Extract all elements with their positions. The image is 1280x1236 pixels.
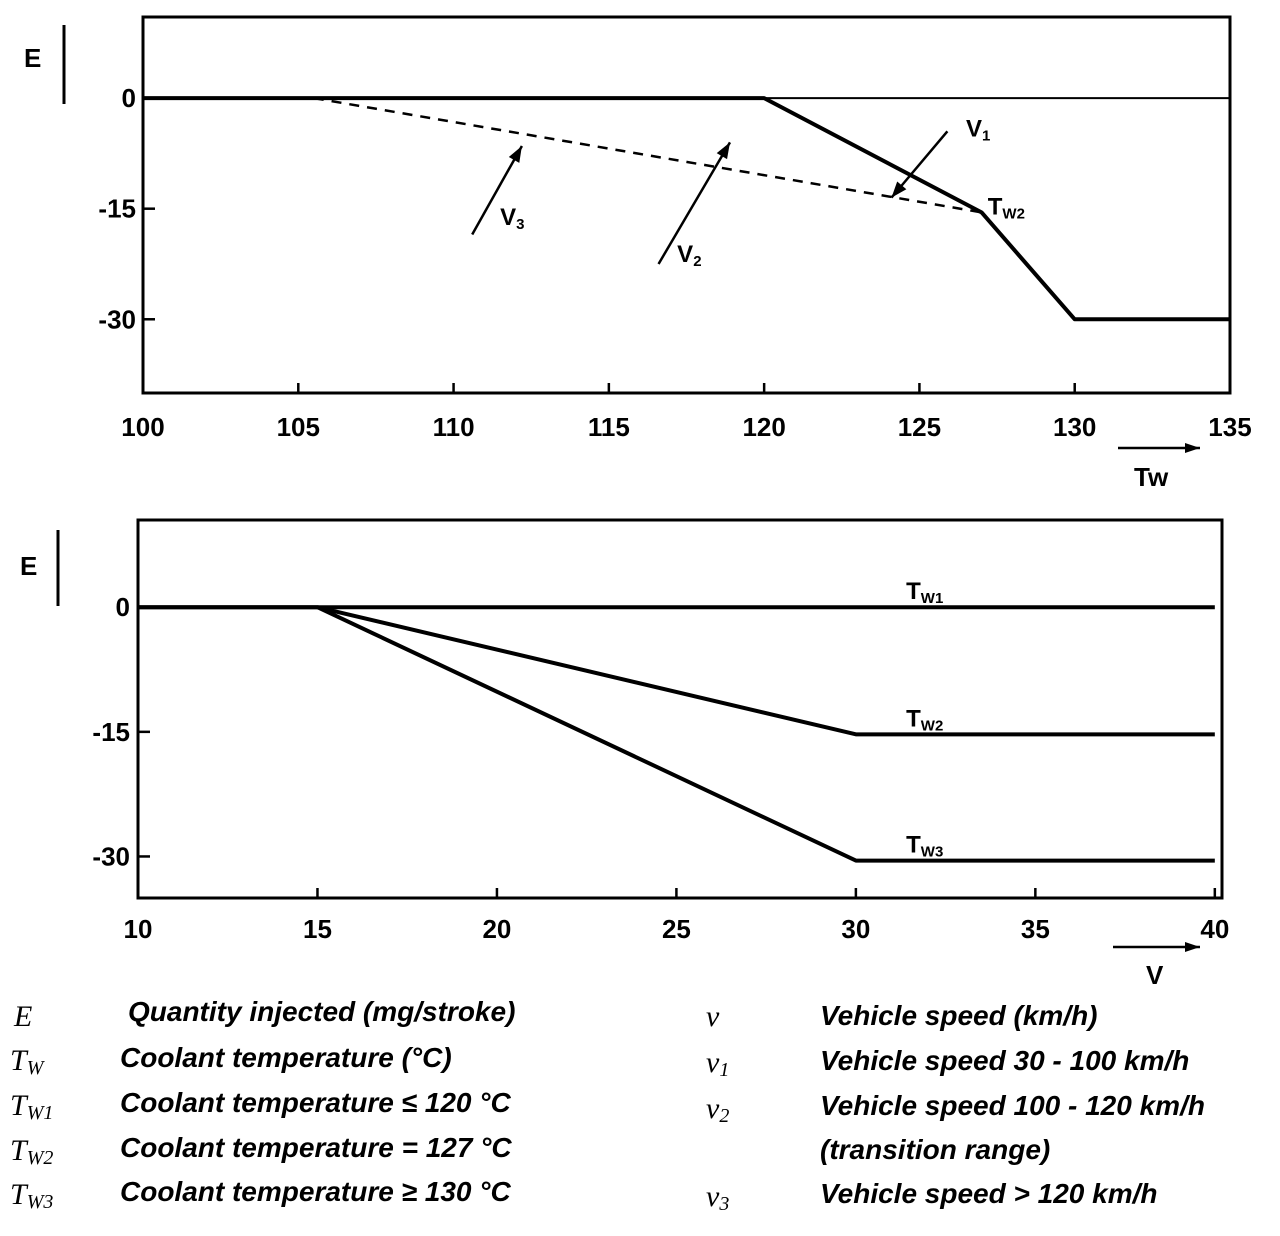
legend-left-1-text: Coolant temperature (°C) xyxy=(120,1042,452,1073)
y-tick-label: -15 xyxy=(98,194,136,224)
x-axis-arrow-head xyxy=(1185,443,1200,453)
legend-left-1-symbol: TW xyxy=(10,1044,44,1079)
speed-arrow-head xyxy=(508,146,522,163)
x-axis-label: Tw xyxy=(1134,462,1169,492)
x-tick-label: 105 xyxy=(277,412,320,442)
series-line-s0 xyxy=(143,96,1230,322)
x-tick-label: 20 xyxy=(482,914,511,944)
legend-right-0-text: Vehicle speed (km/h) xyxy=(820,1000,1098,1031)
x-tick-label: 125 xyxy=(898,412,941,442)
x-tick-label: 130 xyxy=(1053,412,1096,442)
speed-arrow-line xyxy=(471,145,523,236)
x-tick-label: 40 xyxy=(1200,914,1229,944)
legend-right-0-symbol: v xyxy=(706,1000,720,1033)
legend-right-1-text: Vehicle speed 30 - 100 km/h xyxy=(820,1045,1190,1076)
x-tick-label: 10 xyxy=(124,914,153,944)
x-tick-label: 120 xyxy=(742,412,785,442)
y-axis-label: E xyxy=(24,43,41,73)
legend-right-2-symbol: v2 xyxy=(706,1092,730,1127)
annotation-v3: V3 xyxy=(500,204,524,233)
legend-left-0-text: Quantity injected (mg/stroke) xyxy=(128,996,516,1027)
legend-right-4-text: Vehicle speed > 120 km/h xyxy=(820,1178,1158,1209)
x-tick-label: 110 xyxy=(433,412,475,442)
chart-vehicle-speed: E V 10 15 20 25 30 35 40 0 -15 -30 TW1 TW2 TW3 xyxy=(20,518,1229,990)
figure: E Tw 100 105 110 115 120 125 130 135 0-15-30 V1… xyxy=(20,15,1252,990)
x-tick-label: 135 xyxy=(1208,412,1251,442)
legend-right-2-text: Vehicle speed 100 - 120 km/h xyxy=(820,1090,1205,1121)
y-tick-label: 0 xyxy=(122,83,136,113)
legend-left-2-symbol: TW1 xyxy=(10,1089,54,1124)
chart-coolant-temperature: E Tw 100 105 110 115 120 125 130 135 0 -15 -30 V1… xyxy=(24,15,1252,492)
series-line-tw3 xyxy=(316,605,1215,863)
legend-left-4-symbol: TW3 xyxy=(10,1178,54,1213)
series-label-tw1: TW1 xyxy=(906,578,943,607)
legend-right-1-symbol: v1 xyxy=(706,1046,730,1081)
x-tick-label: 100 xyxy=(121,412,164,442)
speed-arrow-line xyxy=(657,141,732,265)
x-axis-arrow-head xyxy=(1185,942,1200,952)
plot-frame xyxy=(136,518,1224,900)
y-tick-label: -30 xyxy=(92,841,130,871)
y-axis-label: E xyxy=(20,551,37,581)
legend-left-0: E xyxy=(14,1000,33,1033)
legend-left-4-text: Coolant temperature ≥ 130 °C xyxy=(120,1176,511,1207)
annotation-tw2: TW2 xyxy=(988,194,1025,223)
legend-left-3-symbol: TW2 xyxy=(10,1134,54,1169)
speed-arrow-head xyxy=(716,142,730,160)
series-label-tw2: TW2 xyxy=(906,705,943,734)
legend-right-4-symbol: v3 xyxy=(706,1180,730,1215)
legend: E Quantity injected (mg/stroke) TW Coola… xyxy=(0,990,1280,1230)
y-tick-label: -15 xyxy=(92,717,130,747)
series-label-tw3: TW3 xyxy=(906,832,943,861)
y-tick-label: 0 xyxy=(116,592,130,622)
x-tick-label: 30 xyxy=(841,914,870,944)
speed-arrow-head xyxy=(891,181,907,198)
x-tick-label: 15 xyxy=(303,914,332,944)
series-line-s1 xyxy=(313,96,982,214)
series-line-tw2 xyxy=(138,605,1215,737)
annotation-v1: V1 xyxy=(966,116,990,145)
x-axis-label: V xyxy=(1146,960,1164,990)
plot-frame xyxy=(141,15,1232,395)
x-tick-label: 35 xyxy=(1021,914,1050,944)
legend-left-3-text: Coolant temperature = 127 °C xyxy=(120,1132,512,1163)
legend-left-2-text: Coolant temperature ≤ 120 °C xyxy=(120,1087,511,1118)
y-tick-label: -30 xyxy=(98,304,136,334)
legend-right-3-text: (transition range) xyxy=(820,1134,1051,1165)
annotation-v2: V2 xyxy=(677,241,701,270)
x-tick-label: 115 xyxy=(588,412,630,442)
x-tick-label: 25 xyxy=(662,914,691,944)
